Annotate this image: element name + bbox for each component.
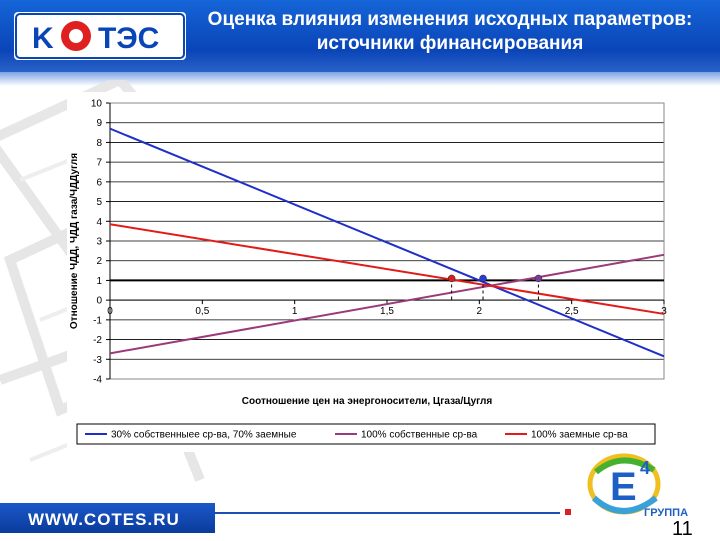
legend-label-3: 100% заемные ср-ва bbox=[531, 430, 628, 441]
y-tick-label: 8 bbox=[96, 138, 102, 149]
group-logo: E 4 ГРУППА bbox=[587, 453, 688, 519]
y-axis-title: Отношение ЧДД, ЧДД газа/ЧДДугля bbox=[69, 153, 80, 329]
y-tick-label: -1 bbox=[93, 315, 102, 326]
page-number: 11 bbox=[672, 518, 693, 540]
intersection-marker-3 bbox=[534, 274, 543, 283]
legend-label-1: 30% собственныее ср-ва, 70% заемные bbox=[111, 429, 297, 441]
y-tick-label: 9 bbox=[96, 118, 102, 129]
x-tick-label: 0,5 bbox=[195, 306, 209, 317]
legend-label-2: 100% собственные ср-ва bbox=[361, 429, 478, 441]
footer-accent bbox=[565, 509, 571, 515]
slide-title: Оценка влияния изменения исходных параме… bbox=[180, 8, 720, 56]
y-tick-label: -2 bbox=[93, 335, 102, 346]
x-axis-title: Соотношение цен на энергоносители, Цгаза… bbox=[242, 396, 493, 407]
svg-text:K: K bbox=[32, 22, 54, 55]
footer-divider bbox=[215, 512, 560, 514]
series-line-2 bbox=[109, 253, 665, 355]
header-fade bbox=[0, 72, 720, 86]
x-tick-label: 1 bbox=[292, 306, 298, 317]
title-line-2: источники финансирования bbox=[316, 33, 584, 54]
y-tick-label: 4 bbox=[96, 217, 102, 228]
series-line-1 bbox=[109, 127, 665, 358]
series-line-3 bbox=[109, 223, 665, 315]
group-logo-text: ГРУППА bbox=[644, 507, 688, 519]
y-tick-label: 7 bbox=[96, 158, 102, 169]
y-tick-label: 5 bbox=[96, 197, 102, 208]
y-tick-label: 6 bbox=[96, 177, 102, 188]
x-tick-label: 2,5 bbox=[565, 306, 579, 317]
group-logo-letter: E bbox=[610, 465, 637, 509]
company-logo: K TЭC bbox=[14, 12, 186, 60]
chart-panel: -4 -3 -2 -1 0 1 2 3 4 5 6 7 8 9 10 0 0,5 1 1,5 2 2,5 3 Отношен… bbox=[67, 92, 667, 452]
intersection-marker-2 bbox=[479, 274, 487, 283]
y-tick-label: 2 bbox=[96, 256, 102, 267]
legend bbox=[76, 423, 656, 445]
y-tick-label: 1 bbox=[96, 276, 102, 287]
y-tick-label: 0 bbox=[96, 296, 102, 307]
line-chart: -4 -3 -2 -1 0 1 2 3 4 5 6 7 8 9 10 0 0,5 1 1,5 2 2,5 3 Отношен… bbox=[69, 99, 667, 445]
y-tick-label: -3 bbox=[93, 355, 102, 366]
intersection-marker-1 bbox=[447, 274, 456, 283]
group-logo-superscript: 4 bbox=[640, 458, 650, 478]
website-url[interactable]: WWW.COTES.RU bbox=[28, 510, 180, 529]
footer-bar: WWW.COTES.RU bbox=[0, 503, 215, 533]
svg-text:TЭC: TЭC bbox=[98, 22, 159, 55]
title-line-1: Оценка влияния изменения исходных параме… bbox=[207, 9, 693, 30]
y-tick-label: 3 bbox=[96, 237, 102, 248]
x-tick-label: 2 bbox=[477, 306, 483, 317]
y-tick-label: 10 bbox=[91, 99, 103, 110]
x-tick-label: 3 bbox=[661, 306, 667, 317]
x-tick-label: 0 bbox=[107, 306, 113, 317]
x-tick-label: 1,5 bbox=[380, 306, 394, 317]
y-tick-label: -4 bbox=[93, 375, 102, 386]
